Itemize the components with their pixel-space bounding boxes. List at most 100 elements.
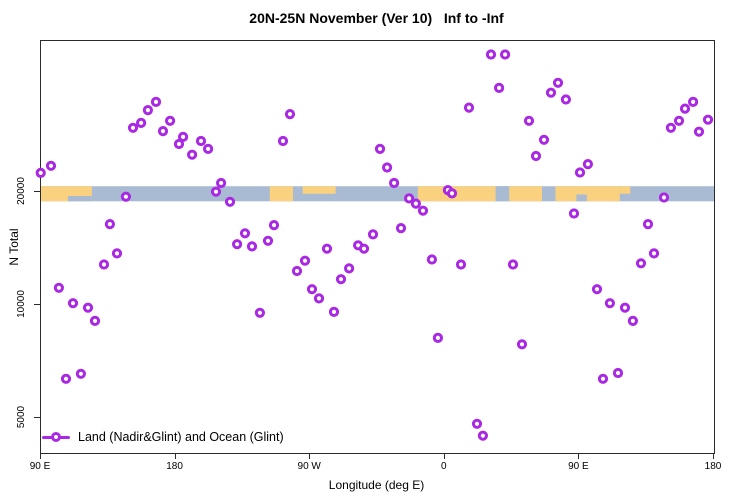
data-point	[523, 115, 535, 126]
data-point	[545, 87, 557, 98]
legend-label: Land (Nadir&Glint) and Ocean (Glint)	[78, 430, 284, 444]
data-point	[568, 208, 580, 219]
data-point	[494, 82, 505, 94]
x-tick-label: 90 W	[297, 461, 321, 472]
data-point	[284, 109, 296, 120]
data-point	[157, 126, 169, 137]
x-tick-label: 180	[704, 461, 722, 472]
data-point	[612, 367, 624, 379]
map-strip-ocean-patch	[67, 196, 92, 202]
data-point	[597, 373, 609, 384]
data-point	[165, 115, 176, 126]
data-point	[335, 274, 347, 285]
data-point	[195, 135, 207, 147]
x-tick-label: 90 E	[29, 461, 51, 472]
data-point	[262, 235, 274, 246]
data-point	[98, 259, 110, 270]
data-point	[224, 196, 236, 207]
data-point	[111, 248, 123, 259]
data-point	[178, 131, 189, 143]
data-point	[604, 298, 616, 309]
data-point	[374, 143, 386, 155]
data-point	[693, 126, 705, 137]
y-tick-mark	[34, 190, 40, 192]
data-point	[367, 229, 379, 240]
x-tick-mark	[443, 453, 445, 459]
data-point	[53, 282, 64, 293]
map-strip-land	[302, 186, 336, 194]
x-tick-mark	[309, 453, 311, 459]
data-point	[216, 177, 227, 189]
data-point	[127, 122, 139, 133]
y-tick-mark	[34, 416, 40, 418]
x-tick-label: 180	[166, 461, 183, 472]
x-axis-label: Longitude (deg E)	[328, 478, 425, 492]
x-tick-mark	[174, 453, 176, 459]
map-strip-land	[555, 186, 620, 202]
data-point	[688, 96, 699, 108]
data-point	[232, 239, 243, 250]
y-axis-label: N Total	[7, 228, 21, 266]
data-point	[635, 258, 647, 269]
x-tick-label: 0	[441, 461, 447, 472]
data-point	[328, 306, 340, 317]
data-point	[642, 219, 654, 230]
data-point	[591, 284, 603, 295]
data-point	[321, 243, 333, 254]
data-point	[291, 265, 303, 277]
data-point	[477, 430, 488, 441]
legend: Land (Nadir&Glint) and Ocean (Glint)	[42, 430, 284, 444]
map-strip-ocean-patch	[576, 194, 587, 202]
data-point	[67, 298, 79, 309]
data-point	[455, 259, 467, 270]
data-point	[142, 105, 154, 116]
data-point	[665, 122, 677, 133]
y-tick-label: 5000	[15, 405, 27, 428]
map-strip-land	[509, 186, 543, 202]
plot-area	[35, 40, 715, 454]
legend-marker-icon	[42, 431, 70, 443]
data-point	[104, 219, 116, 230]
data-point	[136, 117, 147, 129]
data-point	[389, 177, 400, 189]
map-strip-land	[619, 186, 631, 194]
data-point	[82, 302, 94, 313]
data-point	[268, 220, 280, 231]
data-point	[203, 143, 214, 155]
data-point	[75, 368, 87, 379]
data-point	[120, 191, 132, 202]
data-point	[648, 248, 660, 259]
chart-title: 20N-25N November (Ver 10) Inf to -Inf	[249, 10, 504, 26]
data-point	[516, 339, 528, 350]
data-point	[417, 205, 429, 216]
data-point	[299, 255, 311, 266]
data-point	[313, 293, 325, 304]
data-point	[446, 188, 458, 199]
data-point	[702, 114, 714, 125]
data-point	[60, 373, 72, 384]
data-point	[679, 103, 691, 114]
data-point	[210, 186, 222, 197]
x-tick-label: 90 E	[568, 461, 589, 472]
x-tick-mark	[713, 453, 714, 459]
map-strip-ocean-patch	[495, 186, 510, 202]
data-point	[239, 228, 251, 239]
data-point	[277, 135, 289, 147]
data-point	[173, 138, 185, 150]
data-point	[582, 159, 594, 170]
x-tick-mark	[40, 453, 41, 459]
legend-circle-icon	[51, 432, 61, 442]
data-point	[538, 134, 550, 145]
data-point	[552, 77, 564, 88]
data-point	[574, 167, 586, 178]
map-strip-land	[269, 186, 294, 202]
data-point	[395, 223, 407, 234]
data-point	[507, 259, 519, 270]
data-point	[530, 150, 542, 162]
data-point	[89, 315, 101, 326]
data-point	[150, 96, 162, 108]
data-point	[254, 307, 265, 318]
data-point	[404, 193, 415, 204]
data-point	[45, 160, 57, 171]
